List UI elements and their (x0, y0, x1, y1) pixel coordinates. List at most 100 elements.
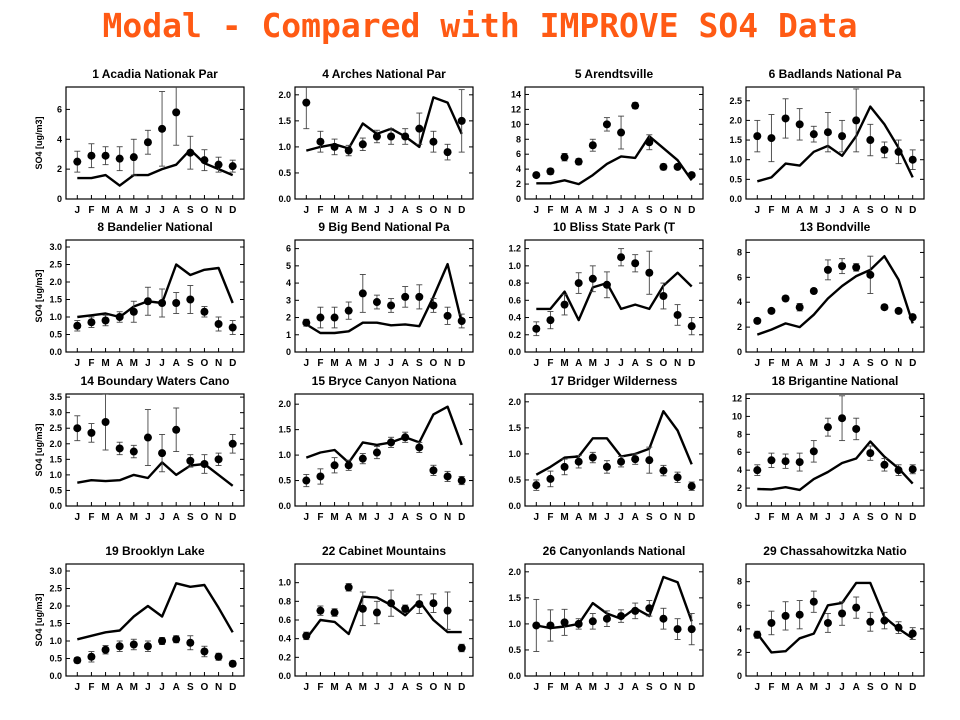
month-label: J (604, 682, 610, 693)
month-label: M (330, 205, 338, 216)
chart-panel-4: 6 Badlands National Pa 0.0 0.5 1.0 1.5 2.0 2.5… (729, 67, 925, 216)
month-label: J (534, 682, 540, 693)
month-label: J (304, 512, 310, 523)
month-label: J (388, 512, 394, 523)
month-label: F (768, 205, 774, 216)
y-tick-label: 0.5 (278, 168, 291, 178)
y-axis-label: SO4 [ug/m3] (34, 593, 44, 646)
month-label: A (575, 512, 582, 523)
plot-area (302, 405, 466, 488)
observed-point (214, 455, 223, 464)
month-label: A (345, 205, 352, 216)
observed-point (302, 476, 311, 485)
observed-point (852, 603, 861, 612)
observed-point (129, 447, 138, 456)
month-label: O (881, 512, 889, 523)
observed-point (443, 311, 452, 320)
model-line (756, 255, 914, 336)
month-label: S (416, 205, 423, 216)
month-label: S (646, 512, 653, 523)
y-tick-label: 8 (737, 429, 742, 439)
observed-point (659, 614, 668, 623)
observed-point (457, 476, 466, 485)
month-label: J (534, 358, 540, 369)
month-label: M (781, 205, 789, 216)
y-tick-label: 0 (737, 501, 742, 511)
observed-point (602, 614, 611, 623)
observed-point (87, 652, 96, 661)
month-label: M (810, 682, 818, 693)
month-label: J (304, 682, 310, 693)
plot-frame (294, 239, 474, 353)
month-label: M (560, 358, 568, 369)
month-label: A (632, 358, 639, 369)
observed-point (781, 114, 790, 123)
observed-point (809, 287, 818, 296)
observed-point (838, 132, 847, 141)
month-label: A (796, 682, 803, 693)
observed-point (631, 259, 640, 268)
observed-point (186, 456, 195, 465)
month-label: J (755, 358, 761, 369)
observed-point (115, 154, 124, 163)
plot-frame (294, 393, 474, 507)
y-tick-label: 1.5 (508, 423, 521, 433)
observed-point (401, 433, 410, 442)
month-label: J (374, 358, 380, 369)
observed-point (631, 101, 640, 110)
month-label: S (187, 358, 194, 369)
month-label: A (402, 205, 409, 216)
month-label: S (646, 682, 653, 693)
month-label: J (75, 205, 81, 216)
plot-area (753, 88, 917, 183)
month-label: A (402, 358, 409, 369)
month-label: D (229, 358, 236, 369)
model-line (757, 440, 914, 492)
observed-point (645, 604, 654, 613)
y-tick-label: 0.0 (278, 671, 291, 681)
month-label: J (534, 205, 540, 216)
month-label: J (145, 682, 151, 693)
month-label: A (853, 512, 860, 523)
observed-point (302, 318, 311, 327)
observed-point (795, 303, 804, 312)
observed-point (73, 656, 82, 665)
y-tick-label: 1 (286, 330, 291, 340)
observed-point (767, 306, 776, 315)
month-label: D (458, 512, 465, 523)
observed-point (302, 98, 311, 107)
observed-point (228, 659, 237, 668)
y-tick-label: 8 (737, 247, 742, 257)
month-label: F (547, 682, 553, 693)
observed-point (158, 449, 167, 458)
observed-point (316, 472, 325, 481)
month-label: J (304, 358, 310, 369)
observed-point (617, 457, 626, 466)
observed-point (115, 642, 124, 651)
month-label: M (781, 682, 789, 693)
observed-point (823, 423, 832, 432)
observed-point (823, 265, 832, 274)
month-label: A (796, 358, 803, 369)
y-tick-label: 0.0 (49, 671, 62, 681)
panel-title: 6 Badlands National Pa (769, 67, 902, 81)
month-label: M (101, 682, 109, 693)
month-label: F (547, 358, 553, 369)
model-line (536, 271, 693, 322)
month-label: S (646, 205, 653, 216)
y-tick-label: 0 (737, 347, 742, 357)
observed-point (158, 124, 167, 133)
month-label: J (604, 205, 610, 216)
plot-area (73, 394, 237, 487)
month-label: J (75, 358, 81, 369)
month-label: J (534, 512, 540, 523)
y-tick-label: 2 (737, 322, 742, 332)
month-label: N (444, 512, 451, 523)
month-label: J (618, 682, 624, 693)
observed-point (574, 279, 583, 288)
observed-point (115, 313, 124, 321)
month-label: M (560, 512, 568, 523)
month-label: J (825, 205, 831, 216)
observed-point (158, 637, 167, 645)
